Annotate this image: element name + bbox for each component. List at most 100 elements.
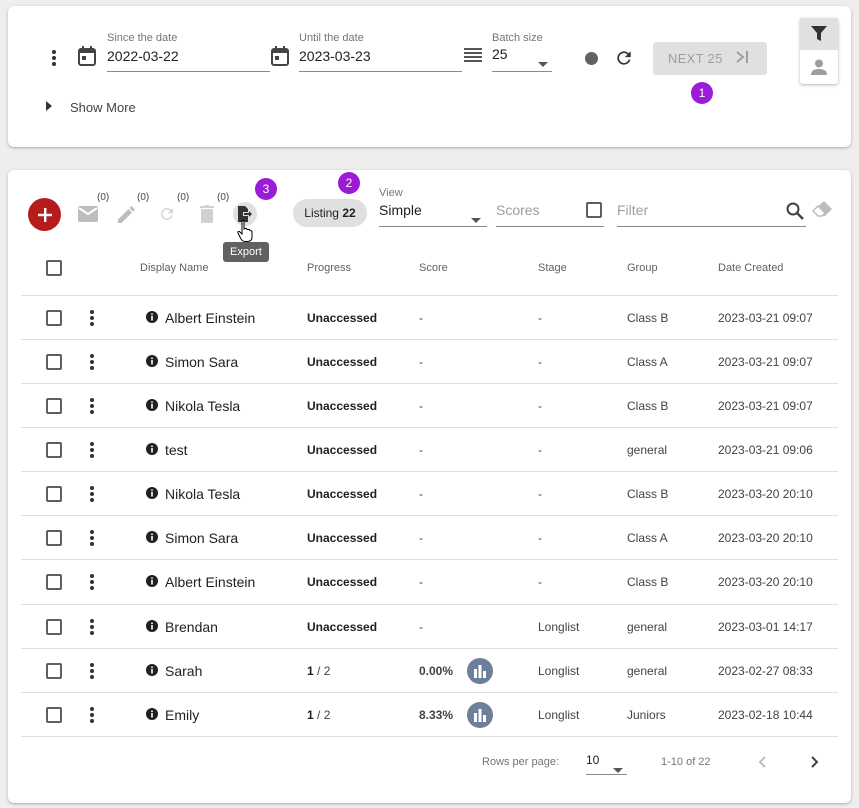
header-group[interactable]: Group xyxy=(627,262,658,274)
table-row[interactable]: Emily 1 / 2 8.33% Longlist Juniors 2023-02-18… xyxy=(21,692,838,736)
row-menu-icon[interactable] xyxy=(90,340,100,384)
listing-count: 22 xyxy=(342,206,356,220)
status-dot-icon[interactable] xyxy=(585,52,598,65)
select-all-checkbox[interactable] xyxy=(46,260,62,276)
table-row[interactable]: Nikola Tesla Unaccessed - - Class B 2023-03-2… xyxy=(21,471,838,515)
add-button[interactable] xyxy=(28,198,61,231)
header-score[interactable]: Score xyxy=(419,262,448,274)
name-cell: Sarah xyxy=(146,649,202,693)
view-select[interactable]: Simple xyxy=(379,202,487,227)
info-icon[interactable] xyxy=(146,486,158,502)
search-icon[interactable] xyxy=(786,202,804,225)
date-created-cell: 2023-03-21 09:07 xyxy=(718,311,813,325)
info-icon[interactable] xyxy=(146,663,158,679)
header-display-name[interactable]: Display Name xyxy=(140,262,209,274)
table-row[interactable]: Simon Sara Unaccessed - - Class A 2023-03-21 … xyxy=(21,339,838,383)
row-menu-icon[interactable] xyxy=(90,384,100,428)
row-menu-icon[interactable] xyxy=(90,516,100,560)
display-name[interactable]: Nikola Tesla xyxy=(165,398,241,414)
rows-per-page-select[interactable]: 10 xyxy=(586,751,627,775)
display-name[interactable]: Albert Einstein xyxy=(165,310,256,326)
calendar-icon[interactable] xyxy=(271,46,291,66)
header-stage[interactable]: Stage xyxy=(538,262,567,274)
next-batch-button[interactable]: NEXT 25 xyxy=(653,42,767,75)
group-cell: Class A xyxy=(627,531,668,545)
progress-cell: Unaccessed xyxy=(307,605,377,649)
row-checkbox[interactable] xyxy=(46,707,62,723)
row-checkbox[interactable] xyxy=(46,530,62,546)
calendar-icon[interactable] xyxy=(78,46,98,66)
table-row[interactable]: Simon Sara Unaccessed - - Class A 2023-03-20 … xyxy=(21,515,838,559)
row-menu-icon[interactable] xyxy=(90,693,100,737)
scores-toggle[interactable]: Scores xyxy=(496,202,604,227)
batch-size-select[interactable]: 25 xyxy=(492,46,552,72)
display-name[interactable]: Brendan xyxy=(165,619,218,635)
row-menu-icon[interactable] xyxy=(90,296,100,340)
row-menu-icon[interactable] xyxy=(90,649,100,693)
scores-checkbox[interactable] xyxy=(586,202,602,218)
refresh-icon[interactable] xyxy=(156,203,178,225)
listing-chip[interactable]: Listing 22 xyxy=(293,199,367,227)
step-marker-3: 3 xyxy=(255,178,277,200)
row-menu-icon[interactable] xyxy=(90,605,100,649)
bar-chart-icon[interactable] xyxy=(467,658,494,684)
display-name[interactable]: Sarah xyxy=(165,663,203,679)
dropdown-arrow-icon xyxy=(471,210,481,228)
caret-right-icon xyxy=(46,98,52,116)
person-icon[interactable] xyxy=(800,50,838,84)
since-date-input[interactable]: 2022-03-22 xyxy=(107,48,270,72)
row-checkbox[interactable] xyxy=(46,619,62,635)
row-checkbox[interactable] xyxy=(46,663,62,679)
row-menu-icon[interactable] xyxy=(90,560,100,604)
show-more-toggle[interactable]: Show More xyxy=(46,98,136,116)
display-name[interactable]: Emily xyxy=(165,707,200,723)
eraser-icon[interactable] xyxy=(812,200,833,223)
row-checkbox[interactable] xyxy=(46,486,62,502)
row-menu-icon[interactable] xyxy=(90,428,100,472)
filter-input[interactable]: Filter xyxy=(617,202,806,227)
export-icon[interactable] xyxy=(233,202,257,226)
view-label: View xyxy=(379,187,403,199)
table-row[interactable]: Albert Einstein Unaccessed - - Class B 2023-0… xyxy=(21,559,838,603)
info-icon[interactable] xyxy=(146,398,158,414)
header-progress[interactable]: Progress xyxy=(307,262,352,274)
next-page-icon[interactable] xyxy=(805,752,825,772)
info-icon[interactable] xyxy=(146,310,158,326)
refresh-icon[interactable] xyxy=(612,46,636,70)
delete-icon[interactable] xyxy=(196,203,218,225)
row-checkbox[interactable] xyxy=(46,310,62,326)
display-name[interactable]: Simon Sara xyxy=(165,530,239,546)
until-date-input[interactable]: 2023-03-23 xyxy=(299,48,462,72)
info-icon[interactable] xyxy=(146,574,158,590)
filter-icon[interactable] xyxy=(800,18,838,50)
edit-icon[interactable] xyxy=(116,203,138,225)
row-checkbox[interactable] xyxy=(46,354,62,370)
table-row[interactable]: test Unaccessed - - general 2023-03-21 09:06 xyxy=(21,427,838,471)
more-vert-icon[interactable] xyxy=(42,46,66,70)
row-checkbox[interactable] xyxy=(46,398,62,414)
progress-done: Unaccessed xyxy=(307,620,378,634)
display-name[interactable]: Albert Einstein xyxy=(165,574,256,590)
row-menu-icon[interactable] xyxy=(90,472,100,516)
bar-chart-icon[interactable] xyxy=(467,702,494,728)
row-checkbox[interactable] xyxy=(46,442,62,458)
display-name[interactable]: Nikola Tesla xyxy=(165,486,241,502)
table-row[interactable]: Sarah 1 / 2 0.00% Longlist general 2023-02-27… xyxy=(21,648,838,692)
email-icon[interactable] xyxy=(76,203,100,225)
table-row[interactable]: Nikola Tesla Unaccessed - - Class B 2023-03-2… xyxy=(21,383,838,427)
score-value: - xyxy=(419,399,423,413)
display-name[interactable]: Simon Sara xyxy=(165,354,239,370)
display-name[interactable]: test xyxy=(165,442,188,458)
info-icon[interactable] xyxy=(146,442,158,458)
table-row[interactable]: Brendan Unaccessed - Longlist general 2023-03… xyxy=(21,604,838,648)
progress-done: 1 xyxy=(307,664,314,678)
header-date-created[interactable]: Date Created xyxy=(718,262,784,274)
info-icon[interactable] xyxy=(146,707,158,723)
info-icon[interactable] xyxy=(146,354,158,370)
info-icon[interactable] xyxy=(146,619,158,635)
row-checkbox[interactable] xyxy=(46,574,62,590)
info-icon[interactable] xyxy=(146,530,158,546)
previous-page-icon[interactable] xyxy=(752,752,772,772)
table-row[interactable]: Albert Einstein Unaccessed - - Class B 2023-0… xyxy=(21,295,838,339)
score-cell: 8.33% xyxy=(419,693,494,737)
